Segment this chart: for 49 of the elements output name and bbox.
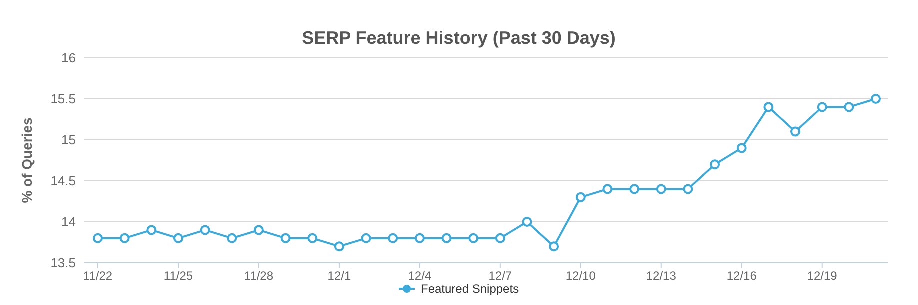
point	[227, 233, 238, 244]
y-tick-label: 14.5	[50, 174, 76, 189]
legend-label: Featured Snippets	[421, 282, 520, 296]
point	[334, 242, 344, 252]
point	[764, 102, 774, 112]
x-tick-label: 12/13	[646, 269, 677, 283]
point	[630, 184, 640, 194]
chart-title: SERP Feature History (Past 30 Days)	[302, 28, 616, 48]
x-tick-label: 11/25	[164, 269, 194, 283]
point	[683, 184, 694, 194]
point	[361, 233, 372, 244]
x-tick-label: 12/4	[408, 269, 432, 283]
y-tick-label: 15.5	[50, 92, 76, 107]
point	[414, 233, 425, 244]
point	[871, 94, 881, 104]
point	[844, 102, 854, 112]
point	[200, 225, 210, 236]
point	[710, 160, 720, 170]
point	[736, 143, 747, 154]
point	[146, 225, 157, 236]
x-tick-label: 12/19	[807, 269, 838, 283]
point	[442, 233, 452, 244]
point	[254, 225, 264, 236]
x-tick-label: 11/22	[83, 269, 113, 283]
point	[602, 184, 613, 194]
point	[576, 192, 586, 202]
y-tick-label: 15	[62, 132, 76, 148]
y-tick-label: 13.5	[50, 256, 76, 271]
x-tick-label: 12/16	[726, 269, 758, 283]
point	[120, 233, 130, 244]
x-tick-label: 11/28	[244, 269, 274, 283]
point	[93, 233, 103, 244]
point	[549, 242, 560, 252]
x-tick-label: 12/7	[488, 269, 512, 283]
y-axis-title: % of Queries	[19, 118, 35, 204]
point	[388, 233, 398, 244]
point	[790, 126, 801, 137]
y-tick-label: 14	[62, 214, 76, 230]
point	[522, 217, 532, 227]
point	[495, 233, 506, 244]
point	[468, 233, 479, 244]
y-tick-label: 16	[62, 50, 76, 66]
point	[173, 233, 184, 244]
point	[817, 102, 828, 112]
x-tick-label: 12/1	[328, 269, 352, 283]
x-tick-label: 12/10	[566, 269, 596, 283]
point	[280, 233, 291, 244]
point	[656, 184, 666, 194]
point	[308, 233, 318, 244]
